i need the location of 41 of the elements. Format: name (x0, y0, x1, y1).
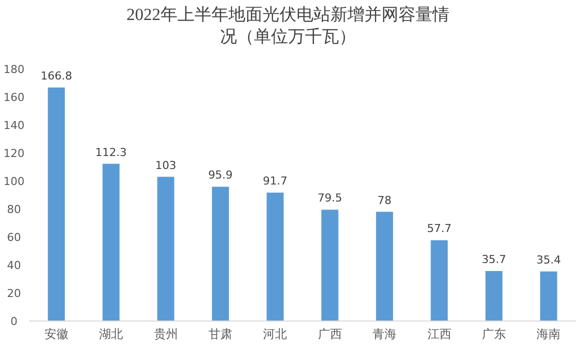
data-label: 95.9 (208, 168, 233, 182)
data-label: 166.8 (40, 69, 72, 82)
x-tick-label: 青海 (372, 327, 397, 341)
bar (376, 212, 394, 321)
bar (266, 192, 284, 321)
y-tick-label: 180 (4, 63, 24, 76)
x-tick-label: 广西 (318, 327, 342, 341)
data-label: 91.7 (262, 174, 288, 188)
x-tick-label: 湖北 (99, 327, 124, 341)
data-label: 103 (155, 158, 176, 172)
x-tick-label: 江西 (427, 327, 452, 341)
bar (48, 87, 65, 321)
y-tick-label: 40 (7, 259, 21, 272)
x-tick-label: 安徽 (44, 327, 68, 341)
bar (321, 210, 338, 321)
y-tick-label: 0 (10, 315, 18, 328)
data-label: 35.7 (482, 253, 506, 266)
data-label: 79.5 (318, 192, 342, 205)
y-tick-label: 100 (4, 175, 24, 188)
y-tick-label: 60 (7, 231, 21, 244)
data-label: 35.4 (536, 253, 561, 266)
bar (102, 164, 120, 321)
y-tick-label: 20 (7, 287, 21, 300)
x-tick-label: 广东 (482, 327, 506, 341)
y-tick-label: 140 (4, 119, 24, 132)
y-tick-label: 160 (4, 91, 24, 104)
x-tick-label: 甘肃 (208, 327, 232, 341)
bar (540, 271, 558, 321)
chart-title: 2022年上半年地面光伏电站新增并网容量情况（单位万千瓦） (126, 4, 450, 48)
x-tick-label: 海南 (536, 327, 561, 341)
data-label: 57.7 (427, 222, 452, 236)
x-tick-label: 河北 (263, 327, 288, 341)
bar (212, 186, 229, 321)
bar (485, 271, 502, 321)
data-label: 78 (378, 194, 392, 207)
data-label: 112.3 (95, 146, 127, 159)
y-tick-label: 80 (7, 203, 21, 216)
x-tick-label: 贵州 (154, 327, 178, 341)
bar (157, 176, 174, 321)
y-tick-label: 120 (4, 147, 24, 160)
bar (430, 240, 448, 321)
